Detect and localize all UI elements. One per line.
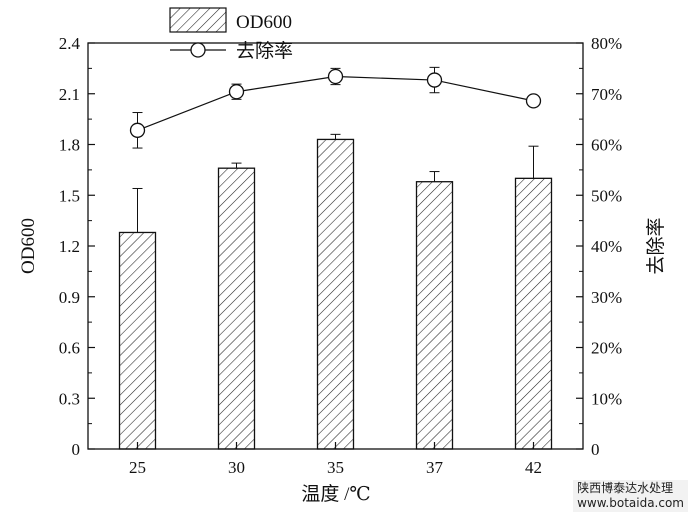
y-left-tick-label: 0 [72, 440, 81, 459]
y-right-tick-label: 40% [591, 237, 622, 256]
y-right-tick-label: 10% [591, 389, 622, 408]
legend-bar-swatch [169, 7, 227, 33]
removal-rate-point [327, 68, 344, 85]
y-right-tick-label: 20% [591, 339, 622, 358]
y-right-tick-label: 80% [591, 34, 622, 53]
bar-od600 [514, 177, 553, 450]
legend: OD600 去除率 [169, 7, 293, 62]
y-left-tick-label: 2.4 [59, 34, 81, 53]
bar-od600 [118, 231, 157, 450]
y-left-tick-label: 1.2 [59, 237, 80, 256]
y-axis-right-label: 去除率 [645, 217, 667, 274]
removal-rate-point [525, 93, 542, 109]
bar-od600 [217, 167, 256, 450]
removal-rate-point [228, 84, 245, 100]
y-left-tick-label: 1.8 [59, 136, 80, 155]
bar-od600 [316, 138, 355, 450]
legend-line-label: 去除率 [236, 40, 293, 62]
x-tick-label: 35 [327, 458, 344, 477]
removal-rate-point [426, 72, 443, 88]
y-right-tick-label: 60% [591, 136, 622, 155]
y-left-tick-label: 0.9 [59, 288, 80, 307]
x-tick-label: 25 [129, 458, 146, 477]
y-right-tick-label: 30% [591, 288, 622, 307]
y-right-tick-label: 70% [591, 85, 622, 104]
bar-od600 [415, 181, 454, 450]
y-right-tick-label: 50% [591, 186, 622, 205]
watermark: 陕西博泰达水处理 www.botaida.com [573, 480, 688, 512]
y-right-tick-label: 0 [591, 440, 600, 459]
y-left-tick-label: 1.5 [59, 186, 80, 205]
y-axis-left-label: OD600 [18, 218, 39, 274]
y-left-tick-label: 0.3 [59, 389, 80, 408]
y-left-tick-label: 0.6 [59, 339, 80, 358]
watermark-line2: www.botaida.com [577, 496, 684, 510]
legend-line-marker [190, 42, 206, 58]
legend-bar-label: OD600 [236, 12, 292, 33]
x-axis-label: 温度 /℃ [301, 483, 370, 505]
x-tick-label: 42 [525, 458, 542, 477]
x-tick-label: 30 [228, 458, 245, 477]
watermark-line1: 陕西博泰达水处理 [577, 481, 674, 495]
y-left-tick-label: 2.1 [59, 85, 80, 104]
removal-rate-point [129, 122, 146, 138]
x-tick-label: 37 [426, 458, 444, 477]
